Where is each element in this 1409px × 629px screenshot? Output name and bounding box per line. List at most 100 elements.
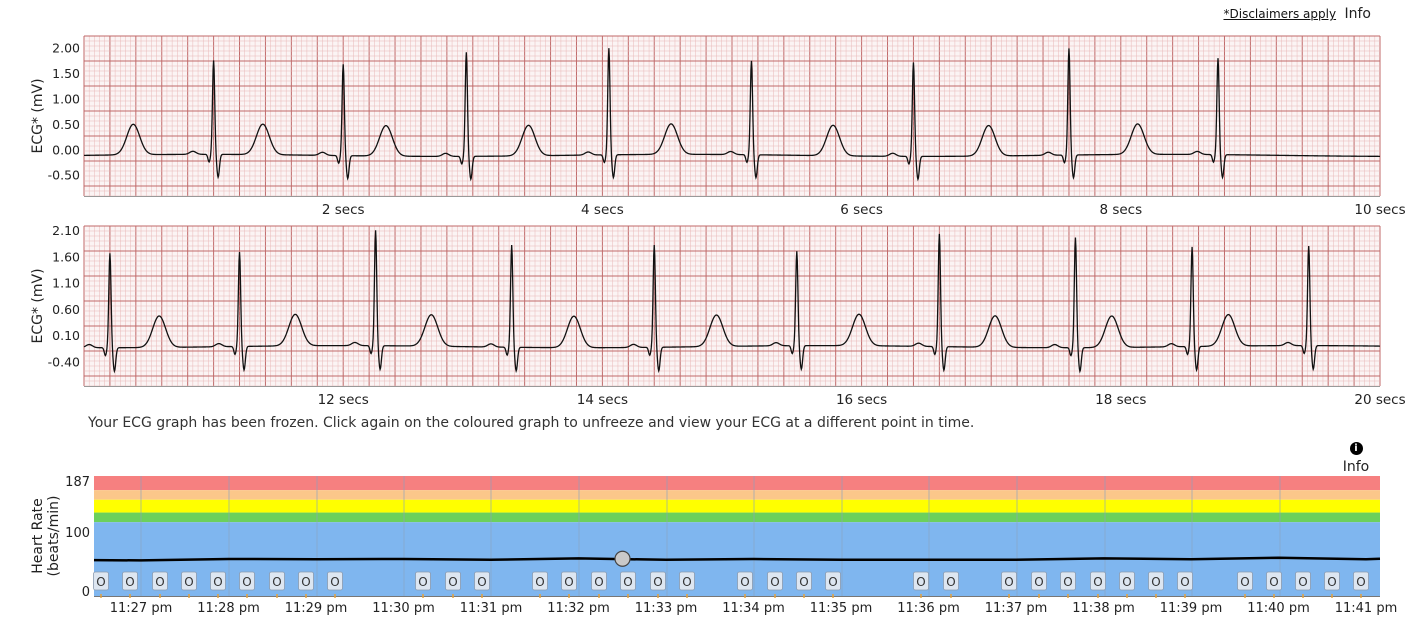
x-tick-label: 2 secs: [322, 202, 365, 218]
event-marker[interactable]: O: [1353, 571, 1369, 598]
event-marker[interactable]: O: [620, 571, 636, 598]
event-marker[interactable]: O: [737, 571, 753, 598]
event-marker-label: O: [448, 575, 457, 589]
event-marker[interactable]: O: [913, 571, 929, 598]
y-tick-label: -0.40: [48, 354, 80, 369]
event-marker-label: O: [1122, 575, 1131, 589]
event-marker[interactable]: O: [1001, 571, 1017, 598]
event-marker-box: [561, 571, 577, 591]
event-marker-box: [825, 571, 841, 591]
event-marker-label: O: [1151, 575, 1160, 589]
event-marker[interactable]: O: [210, 571, 226, 598]
event-marker-box: [1090, 571, 1106, 591]
event-marker[interactable]: O: [532, 571, 548, 598]
disclaimers-link[interactable]: *Disclaimers apply: [1223, 7, 1337, 21]
event-marker[interactable]: O: [1177, 571, 1193, 598]
y-tick-label: 0.60: [52, 302, 80, 317]
ecg-grid: [83, 35, 1381, 197]
event-marker[interactable]: O: [591, 571, 607, 598]
event-marker-label: O: [330, 575, 339, 589]
event-marker-label: O: [682, 575, 691, 589]
x-tick-label: 11:32 pm: [547, 601, 610, 616]
event-marker[interactable]: O: [415, 571, 431, 598]
event-marker-label: O: [623, 575, 632, 589]
event-marker[interactable]: O: [152, 571, 168, 598]
y-tick-label: 2.00: [52, 41, 80, 56]
event-marker-box: [1295, 571, 1311, 591]
event-marker[interactable]: O: [1090, 571, 1106, 598]
event-marker-box: [152, 571, 168, 591]
event-marker[interactable]: O: [1119, 571, 1135, 598]
event-marker-box: [298, 571, 314, 591]
x-tick-label: 11:38 pm: [1072, 601, 1135, 616]
event-marker-box: [474, 571, 490, 591]
event-marker-box: [1237, 571, 1253, 591]
event-marker[interactable]: O: [825, 571, 841, 598]
event-marker-box: [1353, 571, 1369, 591]
event-marker[interactable]: O: [796, 571, 812, 598]
x-tick-label: 12 secs: [318, 392, 369, 408]
y-axis-label: ECG* (mV): [30, 78, 46, 153]
zone-orange: [94, 490, 1380, 500]
x-tick-label: 11:30 pm: [372, 601, 435, 616]
event-marker[interactable]: O: [445, 571, 461, 598]
event-marker[interactable]: O: [1266, 571, 1282, 598]
y-tick-label: 1.50: [52, 66, 80, 81]
event-marker[interactable]: O: [181, 571, 197, 598]
event-marker[interactable]: O: [767, 571, 783, 598]
zone-green: [94, 512, 1380, 523]
heart-rate-chart[interactable]: 187 100 0 Heart Rate(beats/min) 11:27 pm 11:2…: [0, 470, 1409, 628]
event-marker-label: O: [301, 575, 310, 589]
ecg-chart-1[interactable]: 2.00 1.50 1.00 0.50 0.00 -0.50 2 secs 4 secs 6 s…: [0, 30, 1409, 218]
event-marker-label: O: [799, 575, 808, 589]
y-axis-label: Heart Rate(beats/min): [30, 496, 62, 577]
event-marker-label: O: [653, 575, 662, 589]
event-marker[interactable]: O: [327, 571, 343, 598]
event-marker-label: O: [594, 575, 603, 589]
zone-yellow: [94, 499, 1380, 513]
event-marker[interactable]: O: [474, 571, 490, 598]
event-marker-label: O: [125, 575, 134, 589]
info-link-top[interactable]: Info: [1344, 6, 1372, 22]
event-marker[interactable]: O: [650, 571, 666, 598]
event-marker[interactable]: O: [1237, 571, 1253, 598]
event-marker[interactable]: O: [1295, 571, 1311, 598]
ecg-chart-2[interactable]: 2.10 1.60 1.10 0.60 0.10 -0.40 12 secs 14 secs 1…: [0, 220, 1409, 408]
x-tick-label: 11:39 pm: [1160, 601, 1223, 616]
selected-point-marker[interactable]: [614, 550, 631, 567]
y-tick-label: 1.60: [52, 249, 80, 264]
info-button-hr[interactable]: i Info: [1338, 436, 1374, 475]
x-tick-label: 11:31 pm: [460, 601, 523, 616]
frozen-message: Your ECG graph has been frozen. Click ag…: [88, 415, 975, 431]
y-tick-label: 1.10: [52, 276, 80, 291]
event-marker[interactable]: O: [239, 571, 255, 598]
event-marker[interactable]: O: [1324, 571, 1340, 598]
zone-red: [94, 476, 1380, 491]
event-marker-label: O: [1298, 575, 1307, 589]
event-marker[interactable]: O: [298, 571, 314, 598]
event-marker[interactable]: O: [93, 571, 109, 598]
event-marker[interactable]: O: [1148, 571, 1164, 598]
event-marker[interactable]: O: [1060, 571, 1076, 598]
event-marker-box: [620, 571, 636, 591]
event-marker[interactable]: O: [122, 571, 138, 598]
info-label: Info: [1342, 459, 1370, 475]
event-marker[interactable]: O: [269, 571, 285, 598]
info-icon: i: [1349, 442, 1363, 455]
event-marker-label: O: [477, 575, 486, 589]
event-marker[interactable]: O: [679, 571, 695, 598]
event-marker-label: O: [535, 575, 544, 589]
y-tick-label: 0: [82, 585, 90, 600]
x-tick-label: 11:34 pm: [722, 601, 785, 616]
event-marker-box: [181, 571, 197, 591]
event-marker[interactable]: O: [561, 571, 577, 598]
x-tick-label: 10 secs: [1354, 202, 1405, 218]
event-marker[interactable]: O: [1031, 571, 1047, 598]
event-marker-box: [913, 571, 929, 591]
event-marker[interactable]: O: [943, 571, 959, 598]
event-marker-label: O: [770, 575, 779, 589]
event-marker-box: [1148, 571, 1164, 591]
event-marker-box: [122, 571, 138, 591]
x-tick-label: 11:33 pm: [635, 601, 698, 616]
event-marker-box: [415, 571, 431, 591]
